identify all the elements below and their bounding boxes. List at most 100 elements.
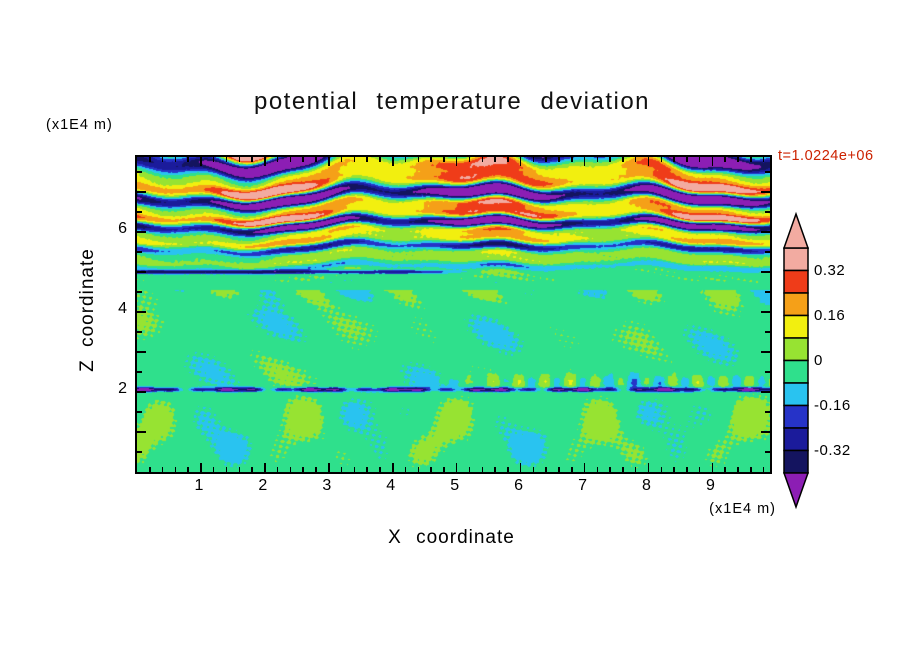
axis-tick (302, 467, 304, 472)
axis-tick (583, 157, 586, 166)
axis-tick (340, 467, 343, 472)
axis-tick (762, 157, 765, 162)
colorbar-label: 0 (814, 351, 823, 369)
axis-tick (289, 157, 292, 162)
axis-tick (187, 467, 189, 472)
axis-tick (443, 467, 445, 472)
axis-tick (264, 157, 266, 166)
axis-tick (765, 171, 770, 173)
axis-tick (392, 463, 394, 472)
axis-tick (558, 467, 560, 472)
axis-tick (174, 467, 177, 472)
axis-tick (596, 157, 599, 162)
axis-tick (392, 157, 394, 166)
axis-tick (137, 231, 146, 233)
colorbar-segment (783, 427, 809, 452)
axis-ticks-layer (137, 157, 770, 472)
axis-tick (761, 351, 770, 353)
plot-area (135, 155, 772, 474)
axis-tick (212, 157, 215, 162)
axis-tick (137, 171, 142, 173)
axis-tick (430, 157, 432, 162)
axis-tick (315, 157, 317, 162)
axis-tick (137, 271, 146, 273)
colorbar-segment (783, 269, 809, 294)
axis-tick (187, 157, 189, 162)
colorbar-segment (783, 359, 809, 384)
z-axis-unit-label: (x1E4 m) (46, 117, 113, 133)
axis-tick (571, 467, 573, 472)
x-tick-label: 6 (514, 477, 524, 494)
axis-tick (765, 411, 770, 413)
axis-tick (468, 157, 471, 162)
axis-tick (765, 291, 770, 293)
colorbar-label: 0.32 (814, 261, 846, 279)
x-tick-label: 3 (322, 477, 332, 494)
axis-tick (455, 463, 458, 472)
axis-tick (238, 157, 241, 162)
axis-tick (765, 371, 770, 373)
colorbar-segment (783, 337, 809, 362)
x-tick-label: 2 (258, 477, 268, 494)
axis-tick (251, 157, 253, 162)
axis-tick (609, 467, 611, 472)
axis-tick (660, 467, 663, 472)
axis-tick (609, 157, 611, 162)
axis-tick (137, 251, 142, 253)
axis-tick (737, 467, 739, 472)
axis-tick (137, 331, 142, 333)
axis-tick (315, 467, 317, 472)
axis-tick (137, 411, 142, 413)
colorbar-under-arrow (782, 472, 810, 510)
colorbar-segment (783, 449, 809, 474)
axis-tick (264, 463, 266, 472)
colorbar-segment (783, 314, 809, 339)
axis-tick (545, 157, 547, 162)
axis-tick (212, 467, 215, 472)
x-axis-title: X coordinate (388, 527, 515, 548)
axis-tick (647, 463, 650, 472)
axis-tick (366, 467, 368, 472)
axis-tick (404, 467, 407, 472)
axis-tick (558, 157, 560, 162)
axis-tick (724, 467, 726, 472)
axis-tick (137, 191, 146, 193)
axis-tick (596, 467, 599, 472)
colorbar-segment (783, 404, 809, 429)
z-tick-label: 6 (118, 220, 127, 237)
axis-tick (765, 211, 770, 213)
axis-tick (149, 467, 151, 472)
axis-tick (161, 157, 164, 162)
axis-tick (711, 463, 714, 472)
axis-tick (340, 157, 343, 162)
axis-tick (634, 467, 637, 472)
contour-field-canvas (137, 157, 770, 472)
axis-tick (200, 157, 202, 166)
axis-tick (737, 157, 739, 162)
axis-tick (686, 467, 688, 472)
axis-tick (379, 467, 381, 472)
axis-tick (507, 157, 509, 162)
x-tick-label: 5 (450, 477, 460, 494)
axis-tick (673, 467, 675, 472)
axis-tick (468, 467, 471, 472)
axis-tick (302, 157, 304, 162)
axis-tick (750, 467, 752, 472)
axis-tick (276, 467, 279, 472)
axis-tick (225, 157, 228, 162)
axis-tick (289, 467, 292, 472)
axis-tick (137, 451, 142, 453)
axis-tick (353, 467, 356, 472)
axis-tick (366, 157, 368, 162)
axis-tick (532, 157, 535, 162)
axis-tick (750, 157, 752, 162)
axis-tick (686, 157, 688, 162)
axis-tick (519, 463, 522, 472)
axis-tick (494, 157, 496, 162)
x-tick-label: 8 (642, 477, 651, 494)
axis-tick (634, 157, 637, 162)
axis-tick (137, 291, 142, 293)
axis-tick (238, 467, 241, 472)
axis-tick (251, 467, 253, 472)
axis-tick (328, 157, 330, 166)
